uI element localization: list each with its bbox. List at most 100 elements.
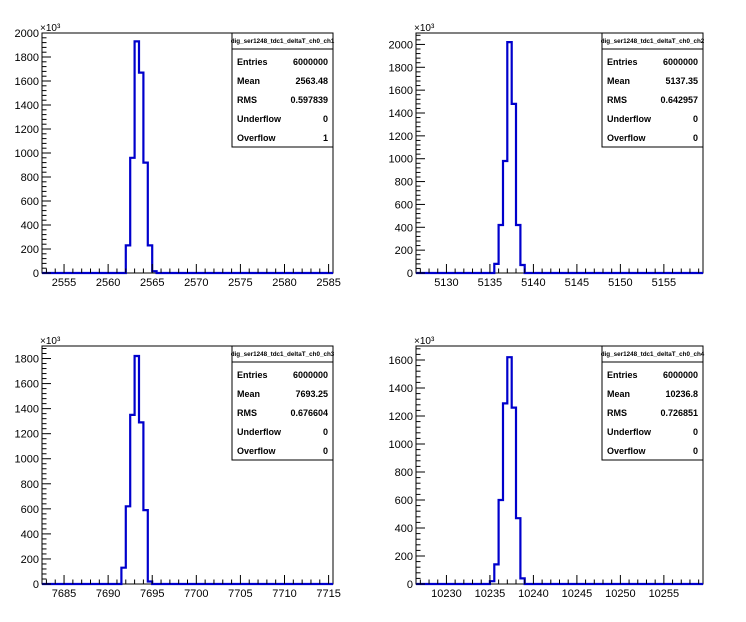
y-tick-label: 200 <box>21 244 39 256</box>
histogram-panel-1: 2555 2560 2565 2570 2575 2580 2585 0 200 400 600 80… <box>15 23 341 289</box>
stats-value-overflow: 0 <box>323 446 328 456</box>
stats-label-underflow: Underflow <box>607 114 652 124</box>
x-tick-label: 5155 <box>652 277 676 289</box>
stats-value-underflow: 0 <box>693 114 698 124</box>
stats-label-entries: Entries <box>607 370 638 380</box>
x-tick-label: 10235 <box>475 588 506 600</box>
x-tick-label: 7690 <box>96 588 120 600</box>
stats-box-frame <box>601 345 704 461</box>
y-tick-label: 800 <box>21 172 39 184</box>
x-tick-label: 5145 <box>565 277 589 289</box>
stats-value-underflow: 0 <box>323 114 328 124</box>
stats-value-overflow: 0 <box>693 133 698 143</box>
y-tick-label: 0 <box>407 579 413 591</box>
stats-label-entries: Entries <box>237 57 268 67</box>
y-tick-label: 1000 <box>15 454 39 466</box>
stats-label-underflow: Underflow <box>607 427 652 437</box>
stats-label-rms: RMS <box>607 408 627 418</box>
stats-value-mean: 10236.8 <box>665 389 698 399</box>
y-tick-label: 200 <box>395 551 413 563</box>
y-tick-label: 400 <box>21 529 39 541</box>
y-tick-label: 0 <box>33 268 39 280</box>
y-tick-label: 200 <box>395 245 413 257</box>
stats-label-underflow: Underflow <box>237 427 282 437</box>
x-tick-label: 2565 <box>140 277 164 289</box>
y-tick-label: 1000 <box>389 439 413 451</box>
histogram-outline <box>42 40 333 275</box>
y-tick-label: 0 <box>33 579 39 591</box>
stats-value-rms: 0.642957 <box>660 95 698 105</box>
y-tick-label: 800 <box>395 177 413 189</box>
y-tick-label: 1200 <box>389 411 413 423</box>
y-exponent-label: ×10³ <box>40 336 61 347</box>
y-tick-label: 1000 <box>389 154 413 166</box>
stats-box-title: dig_ser1248_tdc1_deltaT_ch0_ch4 <box>601 351 705 358</box>
stats-box-title: dig_ser1248_tdc1_deltaT_ch0_ch3 <box>231 351 335 358</box>
x-tick-label: 5130 <box>434 277 458 289</box>
x-tick-label: 7685 <box>52 588 76 600</box>
x-tick-label: 2575 <box>228 277 252 289</box>
stats-label-entries: Entries <box>237 370 268 380</box>
stats-label-rms: RMS <box>237 408 257 418</box>
y-exponent-label: ×10³ <box>414 23 435 34</box>
y-tick-label: 400 <box>395 523 413 535</box>
x-tick-label: 5140 <box>521 277 545 289</box>
stats-value-underflow: 0 <box>323 427 328 437</box>
y-tick-label: 200 <box>21 554 39 566</box>
y-tick-label: 2000 <box>15 28 39 40</box>
x-tick-label: 7695 <box>140 588 164 600</box>
y-tick-label: 1600 <box>389 355 413 367</box>
x-tick-label: 10240 <box>518 588 549 600</box>
stats-box: dig_ser1248_tdc1_deltaT_ch0_ch2 Entries 60… <box>601 32 705 148</box>
x-tick-label: 2585 <box>316 277 340 289</box>
stats-label-mean: Mean <box>607 389 630 399</box>
stats-value-mean: 7693.25 <box>295 389 328 399</box>
stats-label-mean: Mean <box>237 76 260 86</box>
stats-value-mean: 5137.35 <box>665 76 698 86</box>
y-tick-label: 1400 <box>389 383 413 395</box>
y-tick-label: 1000 <box>15 148 39 160</box>
x-tick-label: 10250 <box>605 588 636 600</box>
y-tick-label: 1800 <box>389 62 413 74</box>
stats-label-mean: Mean <box>237 389 260 399</box>
stats-label-mean: Mean <box>607 76 630 86</box>
stats-label-entries: Entries <box>607 57 638 67</box>
x-tick-label: 7705 <box>228 588 252 600</box>
stats-value-entries: 6000000 <box>663 57 698 67</box>
x-tick-label: 10245 <box>562 588 593 600</box>
stats-label-overflow: Overflow <box>607 133 647 143</box>
y-tick-label: 0 <box>407 268 413 280</box>
stats-label-underflow: Underflow <box>237 114 282 124</box>
stats-value-entries: 6000000 <box>293 57 328 67</box>
stats-value-mean: 2563.48 <box>295 76 328 86</box>
stats-value-rms: 0.597839 <box>290 95 328 105</box>
stats-value-overflow: 0 <box>693 446 698 456</box>
histogram-panel-2: 5130 5135 5140 5145 5150 5155 0 200 400 600 800 100… <box>389 23 705 289</box>
x-tick-label: 2555 <box>52 277 76 289</box>
histogram-outline <box>416 356 703 586</box>
y-exponent-label: ×10³ <box>414 336 435 347</box>
y-tick-label: 1600 <box>15 379 39 391</box>
stats-box-frame <box>231 345 334 461</box>
y-tick-label: 1800 <box>15 354 39 366</box>
stats-box: dig_ser1248_tdc1_deltaT_ch0_ch1 Entries 60… <box>231 32 335 148</box>
y-tick-label: 800 <box>21 479 39 491</box>
x-tick-label: 7715 <box>316 588 340 600</box>
stats-label-overflow: Overflow <box>607 446 647 456</box>
y-tick-label: 1200 <box>15 429 39 441</box>
y-tick-label: 1600 <box>389 85 413 97</box>
stats-value-entries: 6000000 <box>293 370 328 380</box>
y-tick-label: 400 <box>21 220 39 232</box>
y-tick-label: 2000 <box>389 39 413 51</box>
y-tick-label: 400 <box>395 222 413 234</box>
stats-label-rms: RMS <box>237 95 257 105</box>
stats-box-title: dig_ser1248_tdc1_deltaT_ch0_ch1 <box>231 38 335 45</box>
stats-label-rms: RMS <box>607 95 627 105</box>
stats-label-overflow: Overflow <box>237 446 277 456</box>
x-tick-label: 10255 <box>649 588 680 600</box>
y-tick-label: 1600 <box>15 76 39 88</box>
y-tick-label: 1800 <box>15 52 39 64</box>
y-tick-label: 600 <box>21 504 39 516</box>
histogram-panel-3: 7685 7690 7695 7700 7705 7710 7715 0 200 400 600 80… <box>15 336 341 600</box>
